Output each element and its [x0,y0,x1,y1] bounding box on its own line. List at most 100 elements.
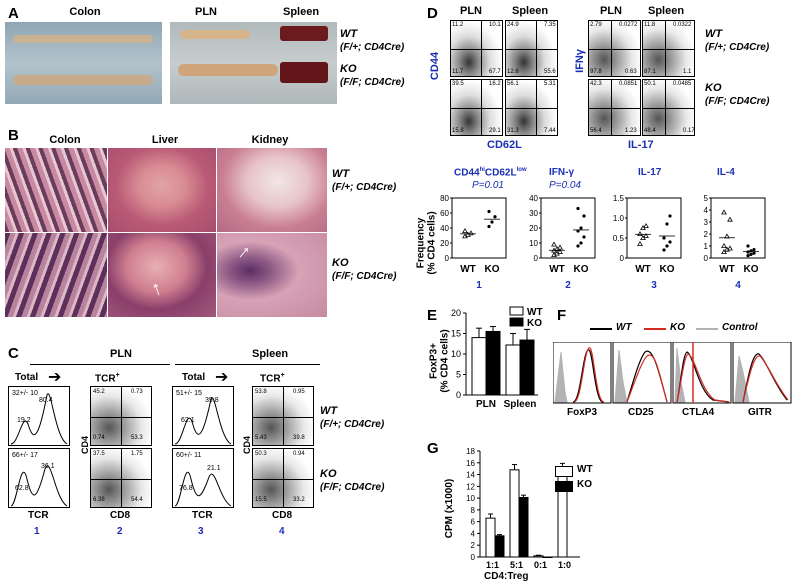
f-legend: WT KO Control [590,322,790,336]
d-q2-wt-0: 2.79 [590,22,602,28]
d2-wt-point [557,244,563,250]
c-h3-wt-red: 51+/- 15 [176,390,202,397]
a-wt-geno: (F/+; CD4Cre) [340,42,405,53]
f-marker-foxp3: FoxP3 [567,407,598,418]
d-wt-label: WT [705,28,723,40]
ko-spleen [280,62,328,83]
d3-xcat: WT [635,264,651,275]
f-legend-wt-swatch [590,328,612,330]
e-tick: 10 [451,349,461,359]
d-q2-wt-4: 97.8 [590,69,602,75]
f-legend-control: Control [722,322,758,333]
d-ifng-pln-wt: 2.79 0.0272 97.8 0.63 [588,20,641,77]
d2-frame [540,197,596,259]
d3-ko-point [665,222,669,226]
f-legend-ko-swatch [644,328,666,330]
e-bar-ko [519,339,535,396]
d1-tick: 0 [445,254,450,263]
g-legend-wt: WT [577,464,593,475]
f-ko-curve [626,354,668,403]
d2-tick: 10 [529,239,538,248]
d2-tick: 30 [529,209,538,218]
c-wt-geno: (F/+; CD4Cre) [320,419,385,430]
d3-wt-point [637,241,643,246]
e-xcat: Spleen [504,399,537,410]
g-xcat: 0:1 [534,560,547,570]
colon-photo [5,22,162,104]
arrow-right-icon: ➔ [215,369,229,386]
d2-ko-point [582,214,586,218]
c-d4-ko-q1: 50.3 [255,451,267,457]
d4-tick: 0 [704,254,709,263]
g-bar-wt [509,469,520,558]
d2-ko-point [576,206,580,211]
d3-wt-point [637,231,643,236]
d-q2-wt-6: 87.1 [644,69,656,75]
d3-ko-point [662,236,666,240]
d-q2-ko-7: 0.17 [683,128,695,134]
d4-num: 4 [735,280,741,291]
d3-title: IL-17 [638,167,662,178]
d3-ko-point [662,248,666,252]
g-tick: 4 [471,529,476,538]
e-legend-wt: WT [527,307,543,318]
d2-num: 2 [565,280,571,291]
d-q1-ko-3: 5.31 [544,81,556,87]
d-spleen-title: Spleen [512,5,549,17]
c-dotplot-4-ko: 50.3 0.94 15.5 33.2 [252,448,314,508]
d-ifng-spleen-wt: 11.8 0.0322 87.1 1.1 [642,20,695,77]
panel-d-label: D [427,5,438,22]
d2-pvalue: P=0.04 [549,180,581,191]
d2-ko-point [579,241,583,245]
c-axis-tcr-3: TCR [192,510,213,521]
e-tick: 15 [451,329,461,339]
d4-title: IL-4 [717,167,735,178]
d-q1-ko-5: 29.1 [489,128,501,134]
d3-wt-point [643,223,649,228]
ko-colon [13,75,153,85]
ko-colon-histology [5,233,107,317]
g-tick: 18 [466,447,475,456]
b-colon-title: Colon [49,134,81,146]
d4-frame [710,197,766,259]
d-q1-ko-7: 7.44 [544,128,556,134]
c-d2-ko-q4: 54.4 [131,497,143,503]
d-q1-wt-1: 10.1 [489,22,501,28]
d-ko-geno: (F/F; CD4Cre) [705,96,770,107]
f-marker-gitr: GITR [748,407,772,418]
d4-tick: 3 [704,218,709,227]
d2-tick: 20 [529,224,538,233]
c-axis-tcr-1: TCR [28,510,49,521]
d4-ko-point [746,254,750,258]
wt-colon-histology [5,148,107,232]
arrow-icon: ↑ [233,240,256,264]
panel-e-label: E [427,307,438,324]
d-axis-cd44: CD44 [429,51,442,81]
d1-ko-point [490,220,494,224]
g-tick: 0 [471,553,476,562]
d-axis-il17: IL-17 [628,139,654,151]
c-wt-label: WT [320,405,338,417]
arrow-right-icon: ➔ [48,369,62,386]
d4-tick: 1 [704,242,709,251]
c-h1-ko-lo: 62.8 [15,485,29,492]
c-d4-ko-q3: 15.5 [255,497,267,503]
c-d2-wt-q1: 45.2 [93,389,105,395]
e-legend-wt-swatch [509,306,524,316]
d-q2-ko-4: 56.4 [590,128,602,134]
panel-a-label: A [8,5,19,22]
d-q1-ko-2: 56.1 [507,81,519,87]
e-legend-ko-swatch [509,317,524,327]
g-bar-ko [542,556,553,558]
c-d2-ko-q3: 6.38 [93,497,105,503]
a-colon-title: Colon [69,6,101,18]
d4-tick: 5 [704,194,709,203]
g-bar-ko [518,497,529,558]
d-q2-wt-5: 0.63 [625,69,637,75]
c-num-2: 2 [117,526,123,537]
d-q1-ko-4: 15.8 [452,128,464,134]
d4-wt-point [721,243,727,248]
f-histogram-cd25 [612,342,672,404]
c-dotplot-2-ko: 37.5 1.75 6.38 54.4 [90,448,152,508]
d-q2-wt-1: 0.0272 [619,22,638,28]
